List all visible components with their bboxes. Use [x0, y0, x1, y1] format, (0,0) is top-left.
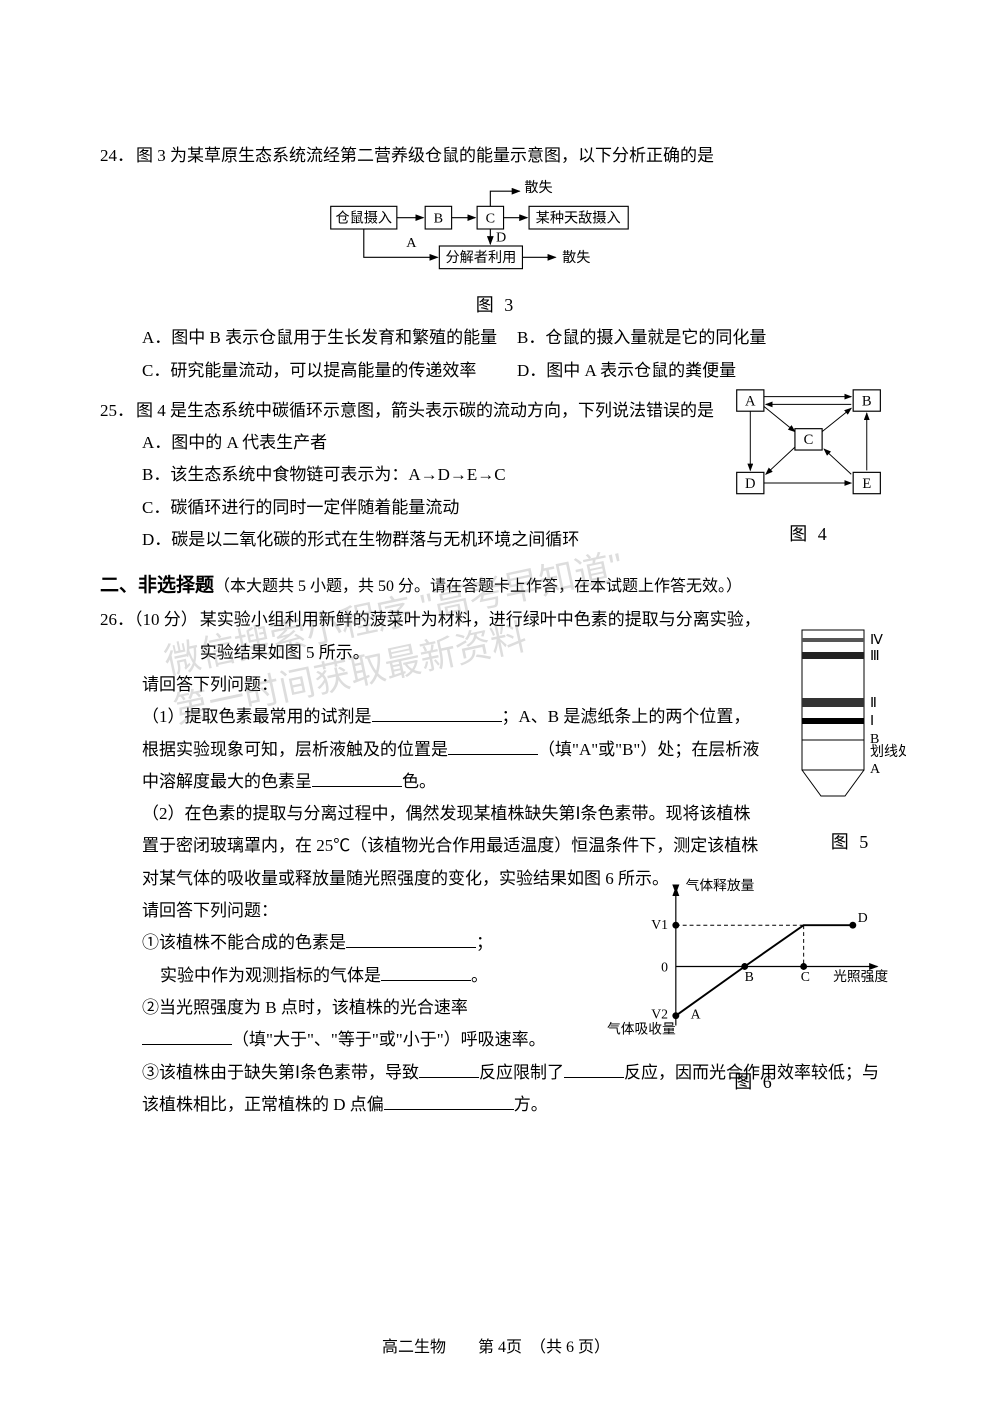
- fig4-d: D: [745, 476, 756, 492]
- q26-sub1a: ①该植株不能合成的色素是: [142, 933, 346, 952]
- q26-p2a: （2）在色素的提取与分离过程中，偶然发现某植株缺失第Ⅰ条色素带。现将该植株置于密…: [142, 804, 758, 888]
- q24-number: 24．: [100, 140, 134, 172]
- fig4-a: A: [745, 393, 756, 409]
- footer-page: 第 4页: [478, 1339, 522, 1356]
- q24-stem-line: 24． 图 3 为某草原生态系统流经第二营养级仓鼠的能量示意图，以下分析正确的是: [100, 140, 892, 172]
- fig3-node-b: B: [434, 211, 443, 227]
- fig5-ii: Ⅱ: [870, 696, 877, 711]
- fig3-node-intake: 仓鼠摄入: [335, 210, 392, 227]
- q26-sub2b: （填"大于"、"等于"或"小于"）呼吸速率。: [232, 1030, 546, 1049]
- fig6-zero: 0: [661, 959, 668, 974]
- figure-5-caption: 图 5: [796, 825, 906, 859]
- q26-sub3a: ③该植株由于缺失第Ⅰ条色素带，导致: [142, 1063, 419, 1082]
- q26-stem-line: 26．（10 分） 某实验小组利用新鲜的菠菜叶为材料，进行绿叶中色素的提取与分离…: [100, 604, 892, 669]
- q24-opt-b: B．仓鼠的摄入量就是它的同化量: [517, 322, 892, 354]
- blank-compare: [142, 1028, 232, 1045]
- section-2-title: 二、非选择题: [100, 575, 214, 596]
- figure-4: A B C D E 图 4: [727, 385, 892, 551]
- q26-sub3d: 方。: [514, 1095, 548, 1114]
- q24-options-row-1: A．图中 B 表示仓鼠用于生长发育和繁殖的能量 B．仓鼠的摄入量就是它的同化量: [100, 322, 892, 354]
- fig3-node-decomposer: 分解者利用: [445, 250, 516, 266]
- blank-color: [312, 770, 402, 787]
- fig4-b: B: [862, 393, 872, 409]
- fig6-ybot: 气体吸收量: [607, 1021, 676, 1036]
- fig5-i: Ⅰ: [870, 714, 874, 729]
- figure-3: 仓鼠摄入 B C 某种天敌摄入 分解者利用 散失 散失 A D 图 3: [326, 178, 666, 322]
- figure-4-caption: 图 4: [727, 517, 892, 551]
- figure-5-svg: Ⅳ Ⅲ Ⅱ Ⅰ B A 划线处: [796, 628, 906, 808]
- q26-sub1b: ；: [476, 933, 493, 952]
- q26-number: 26．（10 分）: [100, 604, 198, 636]
- fig4-c: C: [804, 432, 814, 448]
- q26-part1: （1）提取色素最常用的试剂是；A、B 是滤纸条上的两个位置，根据实验现象可知，层…: [100, 701, 892, 798]
- q24-opt-c: C．研究能量流动，可以提高能量的传递效率: [142, 355, 517, 387]
- q26-sub2a: ②当光照强度为 B 点时，该植株的光合速率: [142, 998, 468, 1017]
- fig6-a: A: [691, 1007, 701, 1022]
- fig3-node-predator: 某种天敌摄入: [536, 210, 621, 227]
- fig6-b: B: [745, 969, 754, 984]
- blank-direction: [384, 1093, 514, 1110]
- fig5-iv: Ⅳ: [870, 633, 883, 648]
- fig6-xlabel: 光照强度: [833, 969, 888, 984]
- q26-sub1c: 实验中作为观测指标的气体是: [160, 966, 381, 985]
- q25-number: 25．: [100, 395, 134, 427]
- q26-p1a: （1）提取色素最常用的试剂是: [142, 707, 372, 726]
- q26-p1d: 色。: [402, 772, 436, 791]
- q24-opt-d: D．图中 A 表示仓鼠的粪便量: [517, 355, 892, 387]
- footer-subject: 高二生物: [382, 1339, 446, 1356]
- figure-6-caption: 图 6: [607, 1065, 902, 1099]
- q26-sub3b: 反应限制了: [479, 1063, 564, 1082]
- q26-sub1d: 。: [471, 966, 488, 985]
- figure-6: 气体释放量 气体吸收量 光照强度 V1 0 V2 A B C D 图 6: [607, 878, 902, 1100]
- figure-6-svg: 气体释放量 气体吸收量 光照强度 V1 0 V2 A B C D: [607, 878, 902, 1050]
- figure-4-svg: A B C D E: [727, 385, 892, 501]
- fig3-a-label: A: [406, 235, 417, 251]
- figure-3-svg: 仓鼠摄入 B C 某种天敌摄入 分解者利用 散失 散失 A D: [326, 178, 666, 272]
- fig3-node-c: C: [486, 211, 495, 227]
- fig6-ytop: 气体释放量: [686, 878, 755, 893]
- question-24: 24． 图 3 为某草原生态系统流经第二营养级仓鼠的能量示意图，以下分析正确的是…: [100, 140, 892, 387]
- figure-3-caption: 图 3: [326, 288, 666, 322]
- fig3-loss2: 散失: [562, 250, 590, 266]
- fig6-v2: V2: [651, 1007, 668, 1022]
- fig5-note: 划线处: [870, 744, 906, 760]
- figure-5: Ⅳ Ⅲ Ⅱ Ⅰ B A 划线处 图 5: [796, 628, 906, 859]
- footer-total: （共 6 页）: [538, 1339, 610, 1356]
- blank-pigment: [346, 931, 476, 948]
- q24-opt-a: A．图中 B 表示仓鼠用于生长发育和繁殖的能量: [142, 322, 517, 354]
- q24-stem: 图 3 为某草原生态系统流经第二营养级仓鼠的能量示意图，以下分析正确的是: [136, 140, 892, 172]
- section-2-header: 二、非选择题（本大题共 5 小题，共 50 分。请在答题卡上作答，在本试题上作答…: [100, 568, 892, 604]
- fig5-a: A: [870, 762, 881, 777]
- blank-reaction1: [419, 1061, 479, 1078]
- fig6-c: C: [801, 969, 810, 984]
- blank-position: [448, 738, 538, 755]
- q24-options-row-2: C．研究能量流动，可以提高能量的传递效率 D．图中 A 表示仓鼠的粪便量: [100, 355, 892, 387]
- fig4-e: E: [862, 476, 871, 492]
- q26-stem: 某实验小组利用新鲜的菠菜叶为材料，进行绿叶中色素的提取与分离实验，实验结果如图 …: [200, 604, 762, 669]
- page-footer: 高二生物 第 4页 （共 6 页）: [0, 1333, 992, 1363]
- fig3-d-label: D: [496, 230, 506, 246]
- fig5-iii: Ⅲ: [870, 649, 880, 664]
- blank-reagent: [372, 705, 502, 722]
- section-2-sub: （本大题共 5 小题，共 50 分。请在答题卡上作答，在本试题上作答无效。）: [214, 578, 742, 595]
- blank-gas: [381, 964, 471, 981]
- fig6-v1: V1: [651, 917, 668, 932]
- q26-ask: 请回答下列问题：: [100, 669, 892, 701]
- fig6-d: D: [858, 910, 868, 925]
- fig3-loss1: 散失: [524, 180, 552, 196]
